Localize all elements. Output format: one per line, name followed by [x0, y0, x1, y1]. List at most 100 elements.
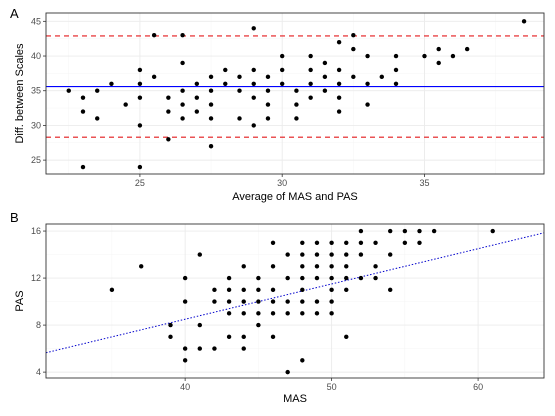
- data-point: [300, 252, 305, 257]
- data-point: [279, 53, 285, 59]
- data-point: [314, 299, 320, 304]
- data-point: [123, 102, 128, 107]
- data-point: [365, 102, 370, 107]
- data-point: [180, 116, 185, 121]
- data-point: [344, 275, 349, 281]
- data-point: [329, 252, 334, 257]
- data-point: [393, 53, 399, 59]
- data-point: [373, 275, 378, 281]
- data-point: [137, 95, 143, 100]
- data-point: [194, 109, 200, 114]
- data-point: [521, 19, 527, 24]
- trend-line: [45, 232, 545, 354]
- data-point: [351, 33, 356, 38]
- data-point: [329, 311, 334, 316]
- data-point: [180, 60, 185, 66]
- y-tick-label: 40: [31, 51, 41, 61]
- data-point: [402, 240, 408, 246]
- data-point: [422, 53, 427, 59]
- data-point: [251, 95, 256, 100]
- y-tick-label: 45: [31, 16, 41, 26]
- data-point: [314, 275, 320, 281]
- data-point: [80, 109, 86, 114]
- data-point: [241, 287, 246, 293]
- data-point: [95, 88, 100, 93]
- panel-a-reference-lines: [46, 35, 544, 138]
- data-point: [182, 299, 188, 304]
- data-point: [151, 74, 157, 80]
- data-point: [308, 53, 313, 59]
- data-point: [308, 81, 313, 86]
- data-point: [314, 264, 320, 269]
- data-point: [393, 81, 399, 86]
- data-point: [344, 264, 349, 269]
- y-tick-label: 35: [31, 86, 41, 96]
- data-point: [393, 67, 399, 73]
- data-point: [300, 287, 305, 293]
- data-point: [285, 369, 290, 375]
- data-point: [285, 252, 290, 257]
- data-point: [226, 311, 232, 316]
- data-point: [226, 299, 232, 304]
- data-point: [137, 164, 143, 170]
- x-tick-label: 60: [473, 382, 483, 392]
- data-point: [322, 88, 328, 93]
- data-point: [241, 334, 246, 340]
- data-point: [137, 123, 143, 128]
- panel-a: A 25 30 35 25 30 35 40 45 Average of MAS and P…: [10, 6, 545, 203]
- y-tick-label: 4: [36, 367, 41, 377]
- data-point: [251, 67, 256, 73]
- data-point: [197, 252, 202, 257]
- data-point: [464, 46, 470, 52]
- data-point: [208, 74, 214, 80]
- data-point: [358, 275, 364, 281]
- data-point: [237, 74, 242, 80]
- data-point: [256, 311, 261, 316]
- data-point: [490, 228, 495, 234]
- panel-b-x-ticks: 40 50 60: [180, 378, 483, 392]
- data-point: [223, 81, 228, 86]
- panel-b-trend-line: [45, 232, 545, 354]
- data-point: [365, 81, 370, 86]
- data-point: [417, 240, 422, 246]
- data-point: [300, 264, 305, 269]
- data-point: [270, 334, 276, 340]
- y-tick-label: 12: [31, 273, 41, 283]
- data-point: [308, 67, 313, 73]
- data-point: [137, 67, 143, 73]
- data-point: [279, 81, 285, 86]
- data-point: [417, 228, 422, 234]
- data-point: [80, 164, 86, 170]
- data-point: [358, 228, 364, 234]
- data-point: [180, 88, 185, 93]
- data-point: [226, 275, 232, 281]
- data-point: [270, 240, 276, 246]
- data-point: [241, 264, 246, 269]
- data-point: [336, 95, 342, 100]
- data-point: [180, 33, 185, 38]
- panel-b-frame: [45, 223, 545, 379]
- panel-a-x-axis-title: Average of MAS and PAS: [232, 191, 358, 203]
- data-point: [388, 252, 393, 257]
- data-point: [270, 264, 276, 269]
- data-point: [431, 228, 437, 234]
- data-point: [226, 287, 232, 293]
- data-point: [168, 322, 173, 328]
- x-tick-label: 25: [135, 178, 145, 188]
- data-point: [95, 116, 100, 121]
- data-point: [329, 299, 334, 304]
- data-point: [379, 74, 384, 80]
- data-point: [251, 123, 256, 128]
- x-tick-label: 35: [419, 178, 429, 188]
- data-point: [256, 322, 261, 328]
- data-point: [351, 74, 356, 80]
- data-point: [197, 322, 202, 328]
- data-point: [300, 275, 305, 281]
- data-point: [168, 334, 173, 340]
- x-tick-label: 30: [277, 178, 287, 188]
- data-point: [329, 275, 334, 281]
- data-point: [344, 252, 349, 257]
- data-point: [300, 299, 305, 304]
- data-point: [180, 102, 185, 107]
- data-point: [344, 334, 349, 340]
